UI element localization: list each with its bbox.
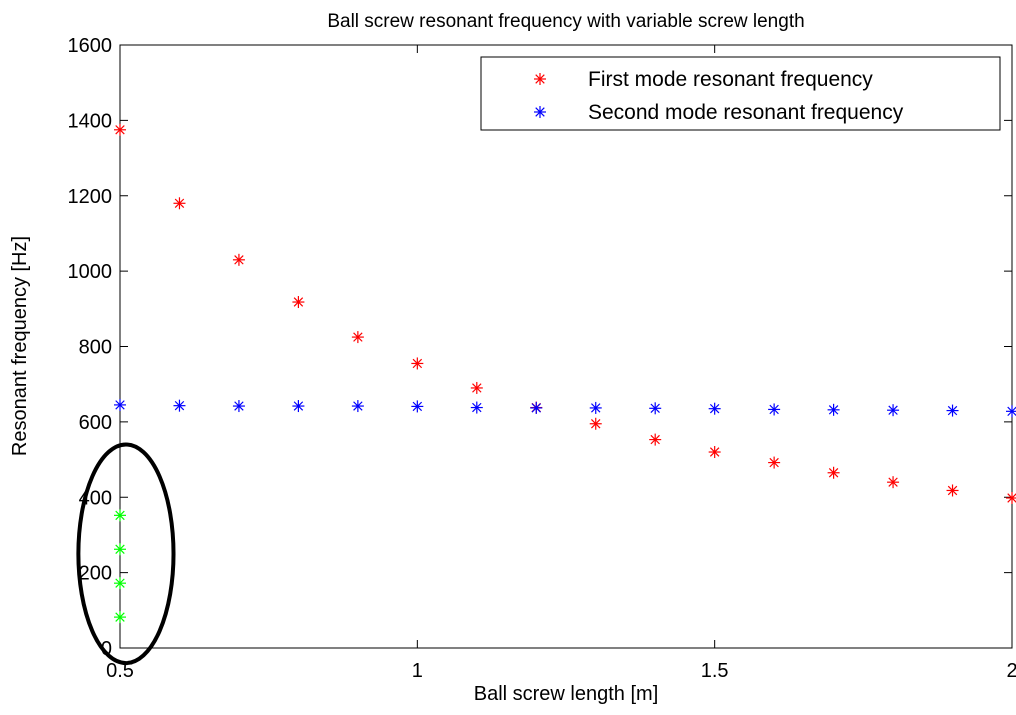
highlight-ellipse	[76, 442, 176, 666]
second-mode-point	[649, 402, 662, 415]
first-mode-point	[232, 253, 245, 266]
x-axis-label: Ball screw length [m]	[474, 683, 659, 705]
legend-marker-first-mode	[534, 73, 546, 85]
second-mode-point	[411, 400, 424, 413]
first-mode-point	[411, 357, 424, 370]
first-mode-point	[470, 381, 483, 394]
second-mode-point	[530, 401, 543, 414]
second-mode-point	[827, 403, 840, 416]
second-mode-point	[292, 400, 305, 413]
first-mode-point	[827, 466, 840, 479]
y-tick-label: 0	[101, 638, 112, 660]
second-mode-point	[887, 404, 900, 417]
y-tick-label: 1600	[68, 35, 113, 57]
second-mode-point	[708, 402, 721, 415]
x-tick-label: 2	[1006, 660, 1016, 682]
first-mode-point	[768, 456, 781, 469]
legend-entry-first-mode: First mode resonant frequency	[588, 68, 873, 91]
first-mode-point	[649, 433, 662, 446]
x-tick-label: 1.5	[701, 660, 729, 682]
second-mode-point	[946, 404, 959, 417]
highlighted-point	[114, 577, 126, 590]
y-axis-label: Resonant frequency [Hz]	[9, 236, 31, 456]
y-tick-label: 1400	[68, 110, 113, 132]
legend-box	[480, 56, 1001, 131]
plot-area	[119, 44, 1013, 649]
first-mode-point	[292, 296, 305, 309]
y-tick-label: 200	[79, 563, 112, 585]
y-tick-label: 800	[79, 337, 112, 359]
annotations	[76, 442, 176, 666]
x-tick-label: 0.5	[106, 660, 134, 682]
first-mode-point	[946, 484, 959, 497]
data-marks	[114, 123, 1016, 624]
legend: First mode resonant frequency Second mod…	[480, 56, 1001, 131]
legend-marker-second-mode	[534, 106, 546, 118]
first-mode-point	[887, 476, 900, 489]
second-mode-point	[351, 400, 364, 413]
first-mode-point	[1006, 492, 1016, 505]
second-mode-point	[114, 398, 126, 411]
highlighted-point	[114, 611, 126, 624]
first-mode-point	[114, 123, 126, 136]
second-mode-point	[232, 400, 245, 413]
first-mode-point	[173, 197, 186, 210]
second-mode-point	[768, 403, 781, 416]
second-mode-point	[589, 401, 602, 414]
second-mode-point	[1006, 405, 1016, 418]
highlighted-point	[114, 509, 126, 522]
y-tick-label: 600	[79, 412, 112, 434]
x-tick-label: 1	[412, 660, 423, 682]
y-tick-label: 1200	[68, 186, 113, 208]
legend-entry-second-mode: Second mode resonant frequency	[588, 101, 904, 124]
first-mode-point	[351, 331, 364, 344]
first-mode-point	[589, 417, 602, 430]
second-mode-point	[470, 401, 483, 414]
chart-title: Ball screw resonant frequency with varia…	[327, 11, 804, 32]
second-mode-point	[173, 399, 186, 412]
highlighted-point	[114, 543, 126, 556]
y-tick-label: 1000	[68, 261, 113, 283]
first-mode-point	[708, 446, 721, 459]
